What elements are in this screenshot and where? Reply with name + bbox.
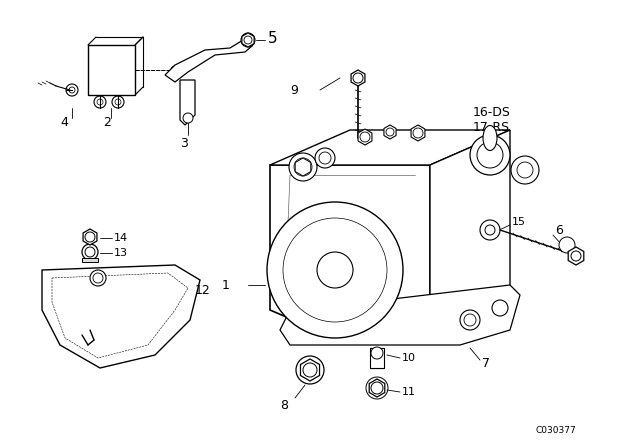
Circle shape [82, 244, 98, 260]
Polygon shape [300, 359, 319, 381]
Circle shape [94, 96, 106, 108]
Circle shape [460, 310, 480, 330]
Circle shape [69, 87, 75, 93]
Circle shape [360, 132, 370, 142]
Circle shape [303, 363, 317, 377]
Text: 15: 15 [512, 217, 526, 227]
Polygon shape [369, 379, 385, 397]
Circle shape [97, 99, 103, 105]
Circle shape [115, 99, 121, 105]
Bar [88, 45, 135, 95]
Text: 6: 6 [555, 224, 563, 237]
Text: 9: 9 [290, 83, 298, 96]
Text: 10: 10 [402, 353, 416, 363]
Polygon shape [270, 130, 510, 165]
Circle shape [485, 225, 495, 235]
Circle shape [283, 218, 387, 322]
Circle shape [296, 356, 324, 384]
Polygon shape [568, 247, 584, 265]
Circle shape [371, 382, 383, 394]
Circle shape [319, 152, 331, 164]
Circle shape [571, 251, 581, 261]
Bar [370, 348, 384, 368]
Text: 16-DS: 16-DS [473, 105, 511, 119]
Circle shape [317, 252, 353, 288]
Bar [82, 258, 98, 262]
Text: 3: 3 [180, 137, 188, 150]
Text: 8: 8 [280, 399, 288, 412]
Circle shape [112, 96, 124, 108]
Polygon shape [351, 70, 365, 86]
Circle shape [371, 347, 383, 359]
Circle shape [517, 162, 533, 178]
Text: 4: 4 [60, 116, 68, 129]
Circle shape [353, 73, 363, 83]
Text: 12: 12 [195, 284, 211, 297]
Circle shape [559, 237, 575, 253]
Polygon shape [384, 125, 396, 139]
Text: 1: 1 [222, 279, 230, 292]
Circle shape [93, 273, 103, 283]
Circle shape [386, 128, 394, 136]
Text: 17-RS: 17-RS [473, 121, 510, 134]
Text: C030377: C030377 [535, 426, 576, 435]
Polygon shape [242, 33, 254, 47]
Polygon shape [42, 265, 200, 368]
Polygon shape [83, 229, 97, 245]
Text: 11: 11 [402, 387, 416, 397]
Circle shape [413, 128, 423, 138]
Text: 7: 7 [482, 357, 490, 370]
Text: 14: 14 [114, 233, 128, 243]
Circle shape [66, 84, 78, 96]
Polygon shape [270, 165, 430, 340]
Circle shape [244, 36, 252, 44]
Circle shape [511, 156, 539, 184]
Polygon shape [358, 129, 372, 145]
Circle shape [289, 153, 317, 181]
Circle shape [294, 158, 312, 176]
Circle shape [477, 142, 503, 168]
Polygon shape [295, 158, 311, 176]
Circle shape [480, 220, 500, 240]
Circle shape [470, 135, 510, 175]
Circle shape [85, 247, 95, 257]
Circle shape [492, 300, 508, 316]
Circle shape [464, 314, 476, 326]
Polygon shape [165, 37, 252, 82]
Circle shape [85, 232, 95, 242]
Text: 5: 5 [268, 30, 278, 46]
Ellipse shape [483, 125, 497, 151]
Polygon shape [411, 125, 425, 141]
Circle shape [183, 113, 193, 123]
Text: 13: 13 [114, 248, 128, 258]
Circle shape [171, 66, 179, 74]
Polygon shape [180, 80, 195, 125]
Circle shape [90, 270, 106, 286]
Circle shape [241, 33, 255, 47]
Circle shape [267, 202, 403, 338]
Text: 2: 2 [103, 116, 111, 129]
Polygon shape [280, 285, 520, 345]
Polygon shape [430, 130, 510, 310]
Circle shape [315, 148, 335, 168]
